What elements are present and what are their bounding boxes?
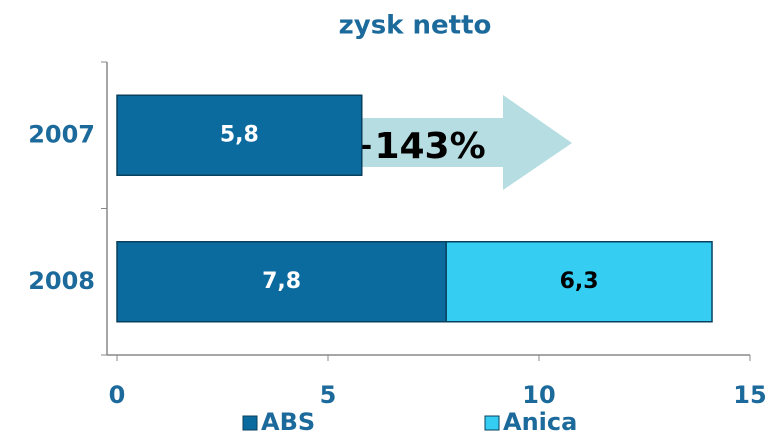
chart-title: zysk netto [339, 11, 492, 41]
bar-label: 6,3 [560, 269, 599, 294]
bar-label: 7,8 [262, 269, 301, 294]
x-tick-label: 10 [522, 381, 555, 409]
bar-label: 5,8 [220, 122, 259, 147]
bar [116, 241, 447, 323]
legend-label: ABS [261, 408, 315, 436]
y-tick-label: 2008 [28, 267, 95, 295]
x-tick-label: 0 [109, 381, 126, 409]
legend-marker [242, 415, 258, 431]
legend-label: Anica [503, 408, 577, 436]
bar [445, 241, 713, 323]
x-tick-label: 5 [320, 381, 337, 409]
legend-marker [484, 415, 500, 431]
bar [116, 94, 363, 176]
x-tick-label: 15 [733, 381, 766, 409]
annotation: +143% [344, 126, 485, 167]
y-tick-label: 2007 [28, 120, 95, 148]
